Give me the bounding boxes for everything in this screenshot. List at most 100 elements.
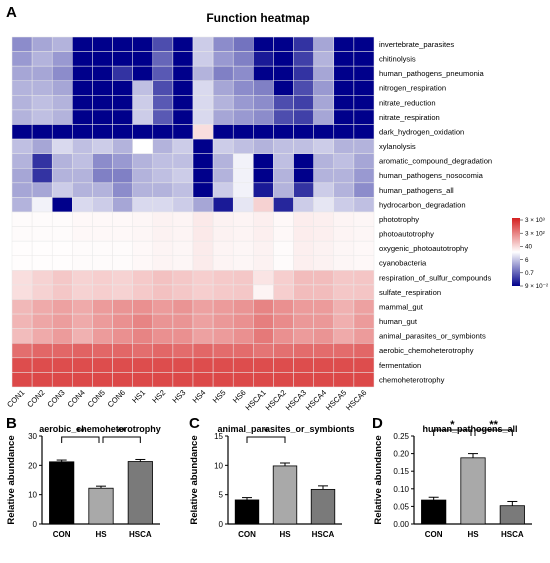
heatmap-cell <box>212 357 234 373</box>
heatmap-cell <box>232 357 254 373</box>
heatmap-cell <box>152 240 174 256</box>
heatmap-cell <box>31 372 53 388</box>
heatmap-cell <box>92 182 113 198</box>
heatmap-title: Function heatmap <box>206 11 309 25</box>
heatmap-column-label: HSCA5 <box>324 388 348 412</box>
heatmap-cell <box>92 343 113 359</box>
heatmap-cell <box>273 109 294 125</box>
bar-chart-b: aerobic_chemoheterotrophy Relative abunda… <box>6 424 161 539</box>
heatmap-cell <box>172 124 194 140</box>
heatmap-cell <box>11 197 33 213</box>
heatmap-cell <box>212 343 234 359</box>
heatmap-cell <box>51 51 73 67</box>
heatmap-cell <box>31 36 53 52</box>
heatmap-cell <box>92 357 113 373</box>
bar <box>499 505 525 525</box>
heatmap-cell <box>273 240 294 256</box>
heatmap-cell <box>212 80 234 96</box>
heatmap-cell <box>112 36 133 52</box>
heatmap-cell <box>253 182 274 198</box>
heatmap-cell <box>253 240 274 256</box>
heatmap-cell <box>192 240 214 256</box>
heatmap-cell <box>11 36 33 52</box>
heatmap-cell <box>31 357 53 373</box>
heatmap-cell <box>132 182 154 198</box>
heatmap-cell <box>253 343 274 359</box>
heatmap-cell <box>31 197 53 213</box>
heatmap-cell <box>112 255 133 271</box>
heatmap-cell <box>112 153 133 169</box>
heatmap-cell <box>72 372 93 388</box>
significance-bracket <box>433 429 472 436</box>
heatmap-cell <box>253 36 274 52</box>
heatmap-cell <box>232 211 254 227</box>
heatmap-cell <box>152 372 174 388</box>
heatmap-row-label: chemoheterotrophy <box>379 375 445 384</box>
heatmap-cell <box>31 51 53 67</box>
heatmap-cell <box>152 328 174 344</box>
heatmap-cell <box>333 36 355 52</box>
heatmap-column-label: HSCA4 <box>304 388 328 412</box>
heatmap-row-label: cyanobacteria <box>379 259 427 268</box>
heatmap-cell <box>353 182 375 198</box>
heatmap-cell <box>152 182 174 198</box>
y-tick-label: 30 <box>28 432 37 441</box>
heatmap-cell <box>293 299 314 315</box>
heatmap-cell <box>192 51 214 67</box>
heatmap-cell <box>132 168 154 184</box>
heatmap-cell <box>253 270 274 286</box>
heatmap-cell <box>353 372 375 388</box>
heatmap-cell <box>333 313 355 329</box>
heatmap-cell <box>11 80 33 96</box>
heatmap-cell <box>212 299 234 315</box>
heatmap-cell <box>172 51 194 67</box>
heatmap-cell <box>232 95 254 111</box>
heatmap-cell <box>152 138 174 154</box>
heatmap-cell <box>51 138 73 154</box>
heatmap-column-label: CON3 <box>45 388 66 409</box>
heatmap-cell <box>273 80 294 96</box>
heatmap-cell <box>51 357 73 373</box>
heatmap-cell <box>353 197 375 213</box>
heatmap-row-label: human_pathogens_pneumonia <box>379 69 484 78</box>
bar <box>460 457 486 525</box>
heatmap-cell <box>112 65 133 81</box>
heatmap-cell <box>112 357 133 373</box>
heatmap-cell <box>293 372 314 388</box>
heatmap-cell <box>273 197 294 213</box>
heatmap-row-label: human_gut <box>379 317 418 326</box>
heatmap-cell <box>31 138 53 154</box>
x-category-label: HSCA <box>501 530 524 539</box>
legend-label: 9 × 10⁻² <box>525 283 548 290</box>
heatmap-cell <box>92 36 113 52</box>
heatmap-cell <box>293 153 314 169</box>
heatmap-cell <box>92 124 113 140</box>
heatmap-cell <box>92 226 113 242</box>
bar <box>88 487 114 525</box>
legend-label: 40 <box>525 244 533 251</box>
heatmap-cell <box>192 95 214 111</box>
heatmap-cell <box>51 80 73 96</box>
heatmap-cell <box>112 284 133 300</box>
heatmap-cell <box>232 197 254 213</box>
heatmap-cell <box>192 270 214 286</box>
heatmap-cell <box>192 36 214 52</box>
heatmap-cell <box>72 182 93 198</box>
heatmap-cell <box>253 51 274 67</box>
heatmap-cell <box>192 299 214 315</box>
heatmap-cell <box>92 299 113 315</box>
heatmap-cell <box>212 226 234 242</box>
heatmap-cell <box>353 255 375 271</box>
heatmap-row-label: xylanolysis <box>379 142 416 151</box>
heatmap-cell <box>192 357 214 373</box>
heatmap <box>11 36 375 388</box>
legend-label: 3 × 10³ <box>525 217 545 224</box>
heatmap-cell <box>92 284 113 300</box>
heatmap-cell <box>293 109 314 125</box>
heatmap-cell <box>172 328 194 344</box>
heatmap-cell <box>72 343 93 359</box>
heatmap-row-label: animal_parasites_or_symbionts <box>379 332 486 341</box>
heatmap-row-label: aromatic_compound_degradation <box>379 157 492 166</box>
bar <box>127 461 153 525</box>
heatmap-legend: 3 × 10³ 3 × 10² 40 6 0.7 9 × 10⁻² <box>512 217 548 290</box>
